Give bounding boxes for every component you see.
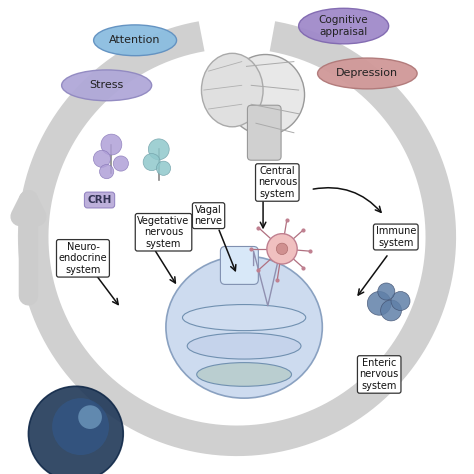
Text: Cognitive
appraisal: Cognitive appraisal [319, 15, 368, 37]
Circle shape [156, 161, 171, 175]
Text: Vegetative
nervous
system: Vegetative nervous system [137, 216, 190, 249]
Circle shape [101, 134, 122, 155]
Ellipse shape [226, 55, 304, 135]
Text: CRH: CRH [87, 195, 112, 205]
Text: Depression: Depression [336, 68, 399, 79]
Circle shape [93, 150, 110, 167]
Text: Attention: Attention [109, 35, 161, 46]
Circle shape [367, 292, 391, 315]
Circle shape [143, 154, 160, 171]
Text: Neuro-
endocrine
system: Neuro- endocrine system [59, 242, 107, 275]
Circle shape [267, 234, 297, 264]
Ellipse shape [182, 305, 306, 331]
Circle shape [381, 300, 401, 321]
Ellipse shape [197, 363, 292, 386]
Circle shape [28, 386, 123, 474]
FancyBboxPatch shape [220, 246, 258, 284]
Circle shape [148, 139, 169, 160]
Circle shape [378, 283, 395, 300]
Ellipse shape [318, 58, 417, 89]
Ellipse shape [93, 25, 176, 55]
Text: Stress: Stress [90, 80, 124, 91]
Ellipse shape [187, 333, 301, 359]
Text: Central
nervous
system: Central nervous system [258, 166, 297, 199]
Circle shape [276, 243, 288, 255]
Circle shape [78, 405, 102, 429]
Circle shape [52, 398, 109, 455]
Ellipse shape [62, 70, 152, 101]
Circle shape [113, 156, 128, 171]
Ellipse shape [201, 54, 263, 127]
Ellipse shape [166, 256, 322, 398]
Text: Immune
system: Immune system [375, 226, 416, 248]
Circle shape [100, 164, 114, 179]
Text: Enteric
nervous
system: Enteric nervous system [360, 358, 399, 391]
FancyBboxPatch shape [247, 105, 281, 160]
Text: Vagal
nerve: Vagal nerve [194, 205, 223, 227]
Ellipse shape [299, 9, 389, 44]
Circle shape [391, 292, 410, 310]
